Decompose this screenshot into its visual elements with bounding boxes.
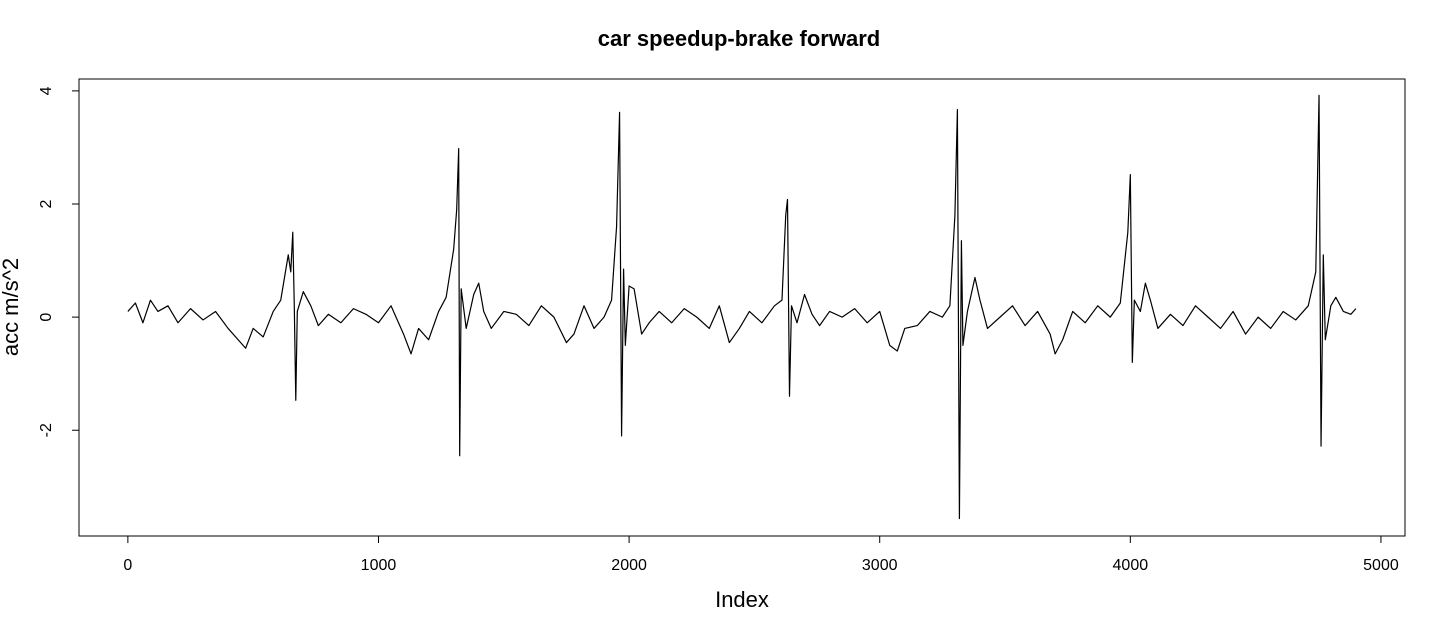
chart-title: car speedup-brake forward xyxy=(598,26,880,51)
y-axis-label: acc m/s^2 xyxy=(0,258,23,356)
data-line xyxy=(127,94,1357,520)
x-tick-label: 1000 xyxy=(361,557,397,574)
x-tick-label: 0 xyxy=(123,557,132,574)
y-tick-label: 2 xyxy=(38,199,55,208)
x-tick-label: 2000 xyxy=(611,557,647,574)
y-tick-label: 4 xyxy=(38,86,55,95)
x-tick-label: 4000 xyxy=(1113,557,1149,574)
x-tick-label: 3000 xyxy=(862,557,898,574)
x-tick-label: 5000 xyxy=(1363,557,1399,574)
y-tick-label: 0 xyxy=(38,313,55,322)
x-axis-label: Index xyxy=(715,587,769,612)
plot-box xyxy=(78,78,1406,537)
y-tick-label: -2 xyxy=(38,423,55,437)
